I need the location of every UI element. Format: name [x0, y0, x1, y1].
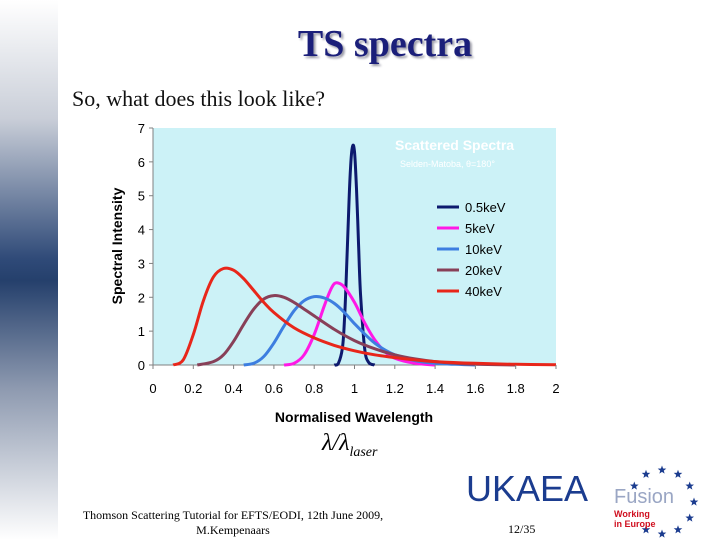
- x-tick-label: 1.6: [466, 381, 484, 396]
- legend-label: 5keV: [465, 221, 495, 236]
- star-icon: [630, 481, 639, 490]
- star-icon: [657, 529, 667, 538]
- x-tick-label: 0.8: [305, 381, 323, 396]
- star-icon: [673, 469, 683, 478]
- x-tick-label: 1.4: [426, 381, 444, 396]
- slide-subtitle: So, what does this look like?: [72, 86, 325, 111]
- side-decoration-bar: [0, 0, 58, 540]
- legend-label: 10keV: [465, 242, 502, 257]
- x-tick-label: 1: [351, 381, 358, 396]
- y-tick-label: 0: [138, 358, 145, 373]
- chart-subtitle: Selden-Matoba, θ=180°: [400, 159, 495, 169]
- series-line-5keV: [283, 281, 436, 367]
- star-icon: [641, 525, 651, 534]
- star-icon: [685, 513, 694, 522]
- x-tick-label: 0.2: [184, 381, 202, 396]
- star-icon: [641, 469, 651, 478]
- y-tick-label: 2: [138, 290, 145, 305]
- footer-line-1: Thomson Scattering Tutorial for EFTS/EOD…: [82, 508, 384, 522]
- x-tick-label: 0: [149, 381, 156, 396]
- star-icon: [673, 525, 683, 534]
- series-line-40keV: [172, 266, 557, 367]
- legend-label: 40keV: [465, 284, 502, 299]
- x-axis-label: Normalised Wavelength: [275, 409, 433, 425]
- page-number: 12/35: [508, 522, 536, 536]
- slide-title: TS spectra: [297, 23, 473, 65]
- x-tick-label: 2: [552, 381, 559, 396]
- lambda-ratio: λ/λ: [322, 430, 350, 456]
- spectra-chart: 0 1 2 3 4 5 6 7 0 0.2 0.4 0.6 0.8 1 1.2 1.4 1.6 1.8 2 Scat…: [109, 121, 560, 425]
- working-line-1: Working: [614, 509, 650, 519]
- star-icon: [689, 497, 699, 506]
- y-axis-label: Spectral Intensity: [109, 187, 125, 304]
- x-tick-label: 0.4: [225, 381, 243, 396]
- series-line-0.5keV: [333, 143, 376, 367]
- legend-label: 0.5keV: [465, 200, 506, 215]
- legend-label: 20keV: [465, 263, 502, 278]
- working-in-europe-text: Working in Europe: [614, 509, 656, 529]
- ukaea-logo-text: UKAEA: [466, 468, 589, 509]
- y-tick-label: 6: [138, 155, 145, 170]
- footer-text: Thomson Scattering Tutorial for EFTS/EOD…: [78, 508, 388, 538]
- x-tick-label: 1.8: [507, 381, 525, 396]
- y-tick-label: 4: [138, 223, 145, 238]
- y-tick-label: 3: [138, 256, 145, 271]
- fusion-logo-text: Fusion: [614, 486, 675, 508]
- working-line-2: in Europe: [614, 519, 656, 529]
- star-icon: [685, 481, 694, 490]
- footer-line-2: M.Kempenaars: [196, 523, 270, 537]
- x-tick-label: 0.6: [265, 381, 283, 396]
- lambda-axis-caption: λ/λlaser: [322, 430, 377, 461]
- y-tick-label: 7: [138, 121, 145, 136]
- y-tick-label: 1: [138, 324, 145, 339]
- lambda-laser-subscript: laser: [349, 445, 378, 460]
- star-icon: [657, 465, 667, 474]
- eu-stars-icon: [630, 465, 699, 538]
- y-tick-label: 5: [138, 189, 145, 204]
- chart-title: Scattered Spectra: [395, 137, 514, 153]
- x-tick-label: 1.2: [386, 381, 404, 396]
